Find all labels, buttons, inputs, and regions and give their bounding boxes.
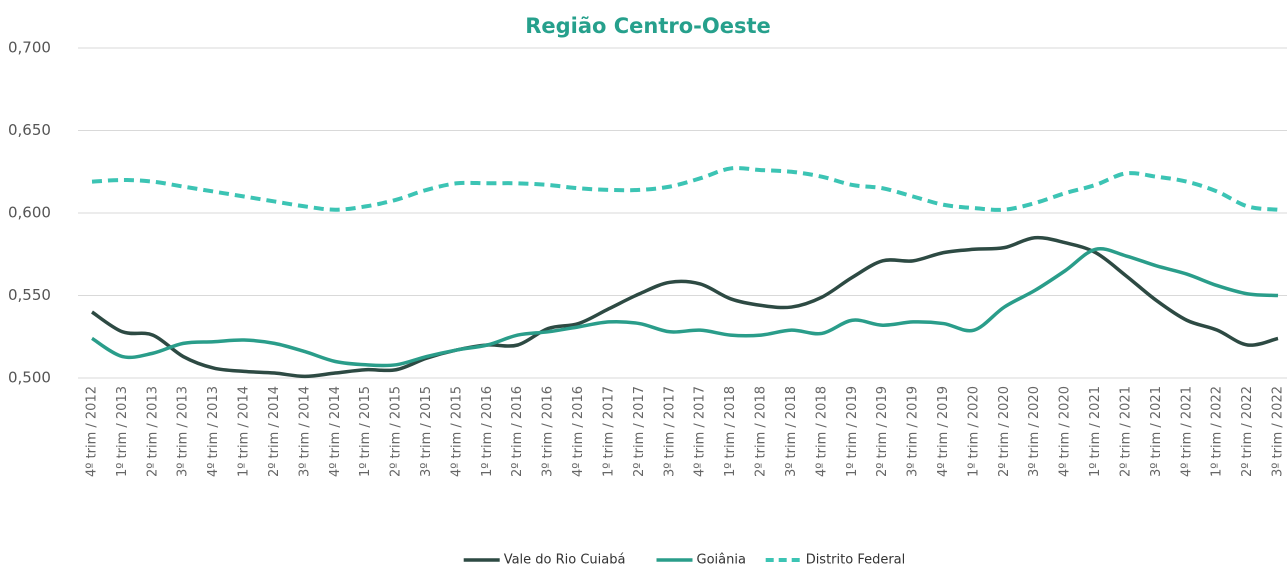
series-line	[91, 166, 1279, 212]
x-tick-label: 3º trim / 2015	[419, 386, 434, 477]
series-line	[91, 247, 1279, 368]
series-line	[91, 235, 1279, 379]
x-tick-label: 4º trim / 2014	[328, 386, 343, 477]
legend-item: Goiânia	[656, 553, 746, 568]
x-tick-label: 2º trim / 2020	[997, 386, 1012, 477]
x-tick-label: 3º trim / 2018	[784, 386, 799, 477]
chart-title: Região Centro-Oeste	[525, 14, 771, 38]
x-tick-label: 3º trim / 2014	[297, 386, 312, 477]
y-tick-label: 0,600	[8, 204, 51, 222]
x-tick-label: 3º trim / 2021	[1149, 386, 1164, 477]
x-tick-label: 1º trim / 2020	[966, 386, 981, 477]
x-tick-label: 4º trim / 2018	[814, 386, 829, 477]
x-tick-label: 1º trim / 2018	[723, 386, 738, 477]
x-tick-label: 4º trim / 2012	[85, 386, 100, 477]
x-tick-label: 4º trim / 2017	[693, 386, 708, 477]
x-tick-label: 1º trim / 2015	[358, 386, 373, 477]
x-tick-label: 2º trim / 2013	[145, 386, 160, 477]
x-tick-label: 1º trim / 2014	[237, 386, 252, 477]
legend-label: Vale do Rio Cuiabá	[504, 553, 626, 568]
legend-item: Distrito Federal	[765, 553, 906, 568]
y-tick-label: 0,550	[8, 286, 51, 304]
x-tick-label: 3º trim / 2022	[1271, 386, 1286, 477]
x-tick-label: 2º trim / 2021	[1118, 386, 1133, 477]
x-tick-label: 2º trim / 2022	[1240, 386, 1255, 477]
x-tick-label: 1º trim / 2021	[1088, 386, 1103, 477]
legend-label: Goiânia	[697, 553, 746, 568]
x-tick-label: 2º trim / 2016	[510, 386, 525, 477]
x-tick-label: 1º trim / 2016	[480, 386, 495, 477]
x-tick-label: 1º trim / 2019	[845, 386, 860, 477]
y-tick-label: 0,700	[8, 39, 51, 57]
x-tick-label: 4º trim / 2015	[449, 386, 464, 477]
x-tick-label: 2º trim / 2017	[632, 386, 647, 477]
x-tick-label: 4º trim / 2019	[936, 386, 951, 477]
x-tick-label: 4º trim / 2021	[1179, 386, 1194, 477]
x-tick-label: 3º trim / 2017	[662, 386, 677, 477]
x-tick-label: 1º trim / 2022	[1210, 386, 1225, 477]
legend-label: Distrito Federal	[806, 553, 906, 568]
x-tick-label: 4º trim / 2016	[571, 386, 586, 477]
x-tick-label: 3º trim / 2013	[176, 386, 191, 477]
y-tick-label: 0,500	[8, 369, 51, 387]
x-tick-label: 3º trim / 2020	[1027, 386, 1042, 477]
x-tick-label: 3º trim / 2019	[906, 386, 921, 477]
x-tick-label: 2º trim / 2018	[754, 386, 769, 477]
y-tick-label: 0,650	[8, 121, 51, 139]
x-tick-label: 1º trim / 2013	[115, 386, 130, 477]
x-tick-label: 2º trim / 2014	[267, 386, 282, 477]
x-tick-label: 2º trim / 2019	[875, 386, 890, 477]
x-tick-label: 3º trim / 2016	[541, 386, 556, 477]
legend-item: Vale do Rio Cuiabá	[463, 553, 626, 568]
x-tick-label: 2º trim / 2015	[389, 386, 404, 477]
x-tick-label: 4º trim / 2013	[206, 386, 221, 477]
x-tick-label: 4º trim / 2020	[1058, 386, 1073, 477]
x-tick-label: 1º trim / 2017	[601, 386, 616, 477]
